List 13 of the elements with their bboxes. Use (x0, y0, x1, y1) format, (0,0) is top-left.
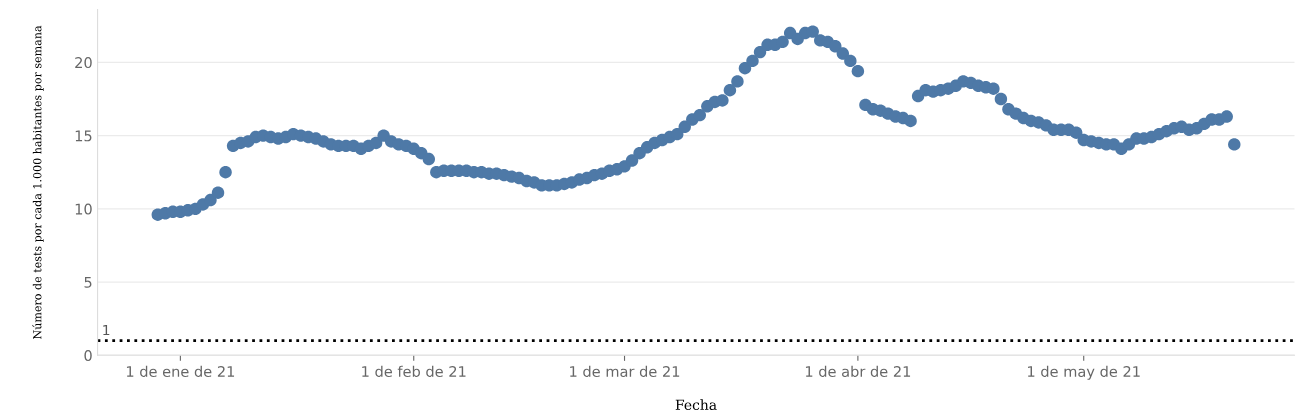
x-tick-label: 1 de feb de 21 (362, 365, 466, 378)
y-tick-label: 5 (84, 276, 92, 288)
y-tick-label: 20 (75, 57, 92, 69)
y-axis-title: Número de tests por cada 1.000 habitantes por semana (32, 25, 44, 339)
y-tick-label: 10 (75, 203, 92, 215)
y-tick-label: 0 (84, 350, 92, 362)
x-axis-title: Fecha (675, 399, 717, 411)
x-tick-label: 1 de may de 21 (1028, 365, 1140, 380)
ref-line-label: 1 (103, 324, 110, 336)
x-tick-label: 1 de abr de 21 (805, 365, 911, 378)
y-tick-label: 15 (75, 130, 92, 142)
x-tick-label: 1 de mar de 21 (570, 365, 680, 378)
x-tick-label: 1 de ene de 21 (126, 365, 235, 378)
